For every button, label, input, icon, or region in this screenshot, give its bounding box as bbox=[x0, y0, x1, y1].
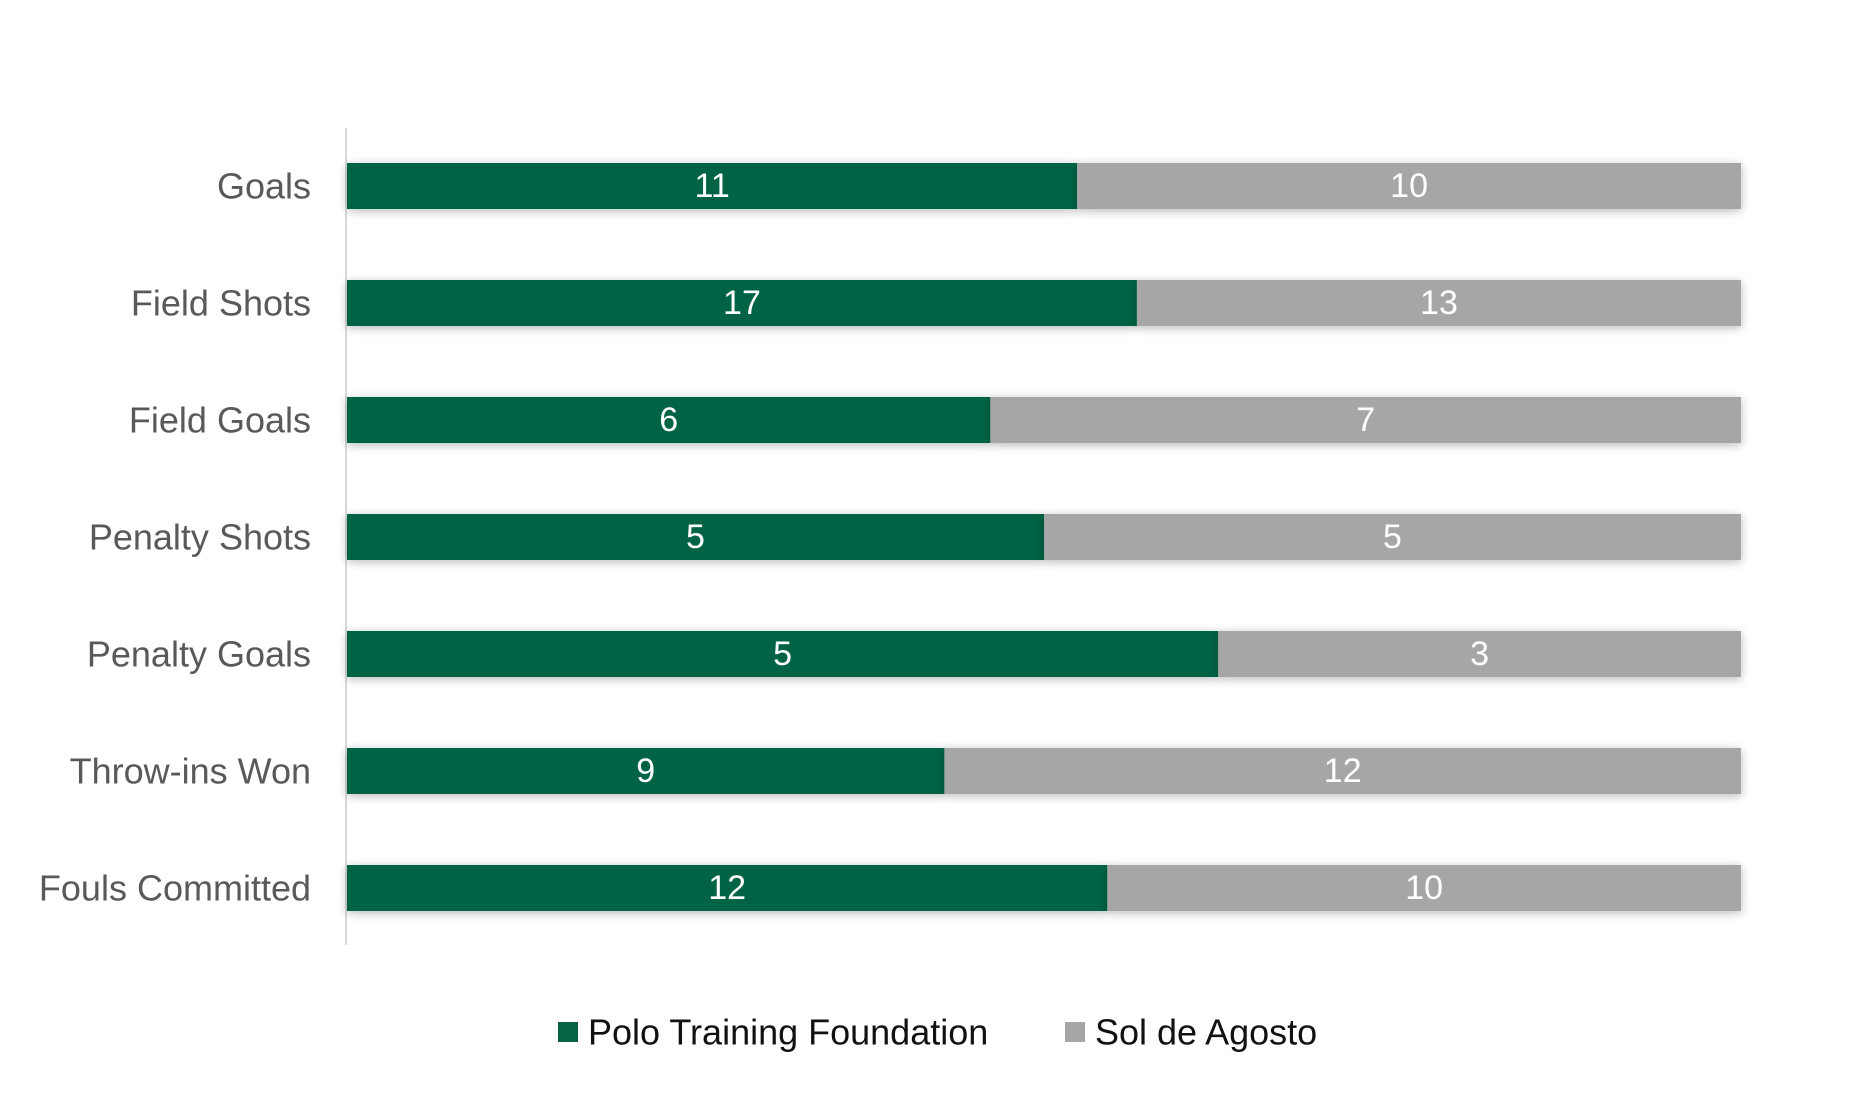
category-label: Penalty Shots bbox=[89, 517, 311, 558]
bar-segment bbox=[944, 748, 1741, 794]
data-label: 9 bbox=[636, 752, 655, 790]
bar-segment bbox=[1077, 163, 1741, 209]
category-label: Goals bbox=[217, 166, 311, 207]
bars-layer bbox=[347, 163, 1741, 911]
category-label: Field Shots bbox=[131, 283, 311, 324]
data-label: 12 bbox=[708, 869, 746, 907]
data-label: 5 bbox=[1383, 518, 1402, 556]
bar-segment bbox=[347, 397, 991, 443]
data-label: 5 bbox=[686, 518, 705, 556]
bar-segment bbox=[1218, 631, 1741, 677]
bar-segment bbox=[347, 280, 1137, 326]
bar-segment bbox=[1107, 865, 1741, 911]
data-label: 10 bbox=[1405, 869, 1443, 907]
legend-label: Polo Training Foundation bbox=[588, 1012, 988, 1053]
bar-segment bbox=[347, 514, 1044, 560]
category-label: Throw-ins Won bbox=[70, 751, 311, 792]
bar-segment bbox=[347, 865, 1108, 911]
data-label: 17 bbox=[723, 284, 761, 322]
category-label: Field Goals bbox=[129, 400, 311, 441]
data-label: 12 bbox=[1324, 752, 1362, 790]
legend-swatch bbox=[558, 1022, 578, 1042]
data-label: 13 bbox=[1420, 284, 1458, 322]
bar-segment bbox=[347, 748, 945, 794]
labels-layer: Goals 11 10 Field Shots 17 13 Field Goals 6 7 Pen… bbox=[39, 166, 1489, 909]
data-label: 11 bbox=[694, 167, 729, 205]
legend-label: Sol de Agosto bbox=[1095, 1012, 1317, 1053]
bar-segment bbox=[990, 397, 1741, 443]
data-label: 6 bbox=[659, 401, 678, 439]
data-label: 3 bbox=[1470, 635, 1489, 673]
legend-swatch bbox=[1065, 1022, 1085, 1042]
data-label: 5 bbox=[773, 635, 792, 673]
data-label: 7 bbox=[1356, 401, 1375, 439]
category-label: Penalty Goals bbox=[87, 634, 311, 675]
bar-segment bbox=[1044, 514, 1741, 560]
data-label: 10 bbox=[1390, 167, 1428, 205]
bar-segment bbox=[347, 631, 1219, 677]
bar-segment bbox=[347, 163, 1078, 209]
category-label: Fouls Committed bbox=[39, 868, 311, 909]
legend: Polo Training Foundation Sol de Agosto bbox=[558, 1012, 1317, 1053]
bar-segment bbox=[1136, 280, 1741, 326]
